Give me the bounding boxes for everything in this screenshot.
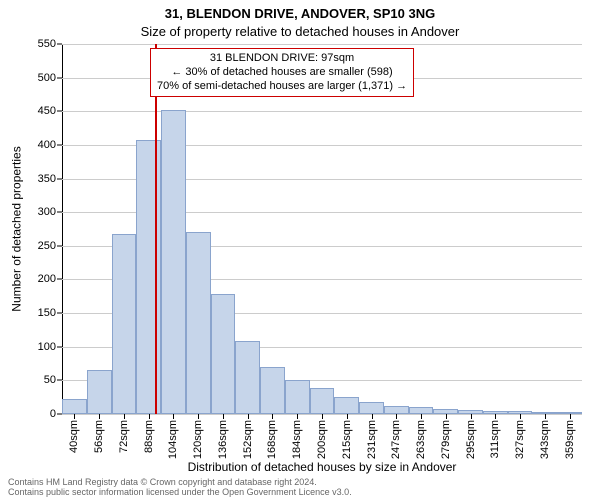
- x-tick-label: 343sqm: [539, 420, 551, 459]
- annotation-line1: 31 BLENDON DRIVE: 97sqm: [157, 52, 407, 66]
- x-tick-label: 327sqm: [514, 420, 526, 459]
- histogram-bar: [62, 399, 87, 414]
- histogram-bar: [310, 388, 335, 414]
- property-marker-line: [155, 44, 157, 414]
- histogram-bar: [235, 341, 260, 414]
- attribution-footer: Contains HM Land Registry data © Crown c…: [8, 478, 352, 498]
- histogram-bar: [112, 234, 137, 414]
- x-tick-mark: [99, 414, 100, 419]
- y-tick-label: 350: [38, 173, 56, 185]
- y-tick-label: 550: [38, 38, 56, 50]
- y-axis-line: [62, 44, 63, 414]
- y-tick-label: 400: [38, 139, 56, 151]
- x-tick-label: 168sqm: [266, 420, 278, 459]
- y-tick-mark: [57, 77, 62, 78]
- histogram-bar: [136, 140, 161, 414]
- x-tick-label: 295sqm: [465, 420, 477, 459]
- histogram-bar: [186, 232, 211, 414]
- y-axis-title: Number of detached properties: [10, 44, 24, 414]
- x-tick-label: 200sqm: [316, 420, 328, 459]
- x-tick-label: 152sqm: [242, 420, 254, 459]
- histogram-bar: [359, 402, 384, 414]
- x-tick-mark: [297, 414, 298, 419]
- histogram-bar: [409, 407, 434, 414]
- x-tick-mark: [322, 414, 323, 419]
- x-tick-mark: [149, 414, 150, 419]
- x-tick-mark: [446, 414, 447, 419]
- histogram-bar: [334, 397, 359, 414]
- x-tick-label: 136sqm: [217, 420, 229, 459]
- x-tick-mark: [198, 414, 199, 419]
- x-tick-mark: [272, 414, 273, 419]
- gridline-h: [62, 111, 582, 112]
- gridline-h: [62, 44, 582, 45]
- y-tick-mark: [57, 212, 62, 213]
- y-tick-mark: [57, 111, 62, 112]
- y-tick-mark: [57, 144, 62, 145]
- y-tick-label: 150: [38, 307, 56, 319]
- x-tick-mark: [570, 414, 571, 419]
- y-tick-mark: [57, 346, 62, 347]
- y-tick-label: 450: [38, 105, 56, 117]
- x-tick-mark: [347, 414, 348, 419]
- x-tick-mark: [74, 414, 75, 419]
- annotation-line2: ← 30% of detached houses are smaller (59…: [157, 66, 407, 80]
- x-tick-mark: [248, 414, 249, 419]
- histogram-bar: [384, 406, 409, 414]
- x-axis-title: Distribution of detached houses by size …: [62, 460, 582, 474]
- y-tick-mark: [57, 279, 62, 280]
- y-tick-label: 300: [38, 206, 56, 218]
- annotation-box: 31 BLENDON DRIVE: 97sqm← 30% of detached…: [150, 48, 414, 97]
- x-tick-mark: [173, 414, 174, 419]
- x-tick-label: 311sqm: [489, 420, 501, 458]
- y-tick-label: 500: [38, 72, 56, 84]
- x-tick-mark: [223, 414, 224, 419]
- y-tick-label: 0: [50, 408, 56, 420]
- x-tick-label: 247sqm: [390, 420, 402, 459]
- y-tick-mark: [57, 380, 62, 381]
- x-tick-label: 279sqm: [440, 420, 452, 459]
- y-tick-label: 100: [38, 341, 56, 353]
- x-tick-label: 263sqm: [415, 420, 427, 459]
- histogram-bar: [285, 380, 310, 414]
- y-tick-label: 50: [44, 374, 56, 386]
- histogram-bar: [87, 370, 112, 414]
- x-tick-mark: [545, 414, 546, 419]
- y-tick-label: 200: [38, 273, 56, 285]
- footer-line-2: Contains public sector information licen…: [8, 488, 352, 498]
- x-tick-label: 104sqm: [167, 420, 179, 459]
- annotation-line3: 70% of semi-detached houses are larger (…: [157, 80, 407, 94]
- x-tick-mark: [124, 414, 125, 419]
- y-tick-label: 250: [38, 240, 56, 252]
- histogram-bar: [161, 110, 186, 414]
- x-tick-label: 56sqm: [93, 420, 105, 453]
- x-tick-mark: [421, 414, 422, 419]
- x-tick-mark: [396, 414, 397, 419]
- x-tick-label: 215sqm: [341, 420, 353, 459]
- plot-area: 05010015020025030035040045050055040sqm56…: [62, 44, 582, 414]
- histogram-bar: [260, 367, 285, 414]
- x-tick-mark: [495, 414, 496, 419]
- y-tick-mark: [57, 245, 62, 246]
- x-tick-mark: [520, 414, 521, 419]
- chart-figure: 31, BLENDON DRIVE, ANDOVER, SP10 3NG Siz…: [0, 0, 600, 500]
- x-tick-label: 359sqm: [564, 420, 576, 459]
- x-tick-label: 88sqm: [143, 420, 155, 453]
- x-tick-label: 72sqm: [118, 420, 130, 453]
- y-axis-title-text: Number of detached properties: [10, 146, 24, 311]
- histogram-bar: [211, 294, 236, 414]
- y-tick-mark: [57, 178, 62, 179]
- y-tick-mark: [57, 44, 62, 45]
- x-tick-mark: [471, 414, 472, 419]
- title-line-1: 31, BLENDON DRIVE, ANDOVER, SP10 3NG: [0, 6, 600, 21]
- y-tick-mark: [57, 313, 62, 314]
- x-tick-label: 120sqm: [192, 420, 204, 459]
- x-tick-mark: [372, 414, 373, 419]
- x-tick-label: 184sqm: [291, 420, 303, 459]
- title-line-2: Size of property relative to detached ho…: [0, 24, 600, 39]
- x-tick-label: 40sqm: [68, 420, 80, 453]
- x-tick-label: 231sqm: [366, 420, 378, 459]
